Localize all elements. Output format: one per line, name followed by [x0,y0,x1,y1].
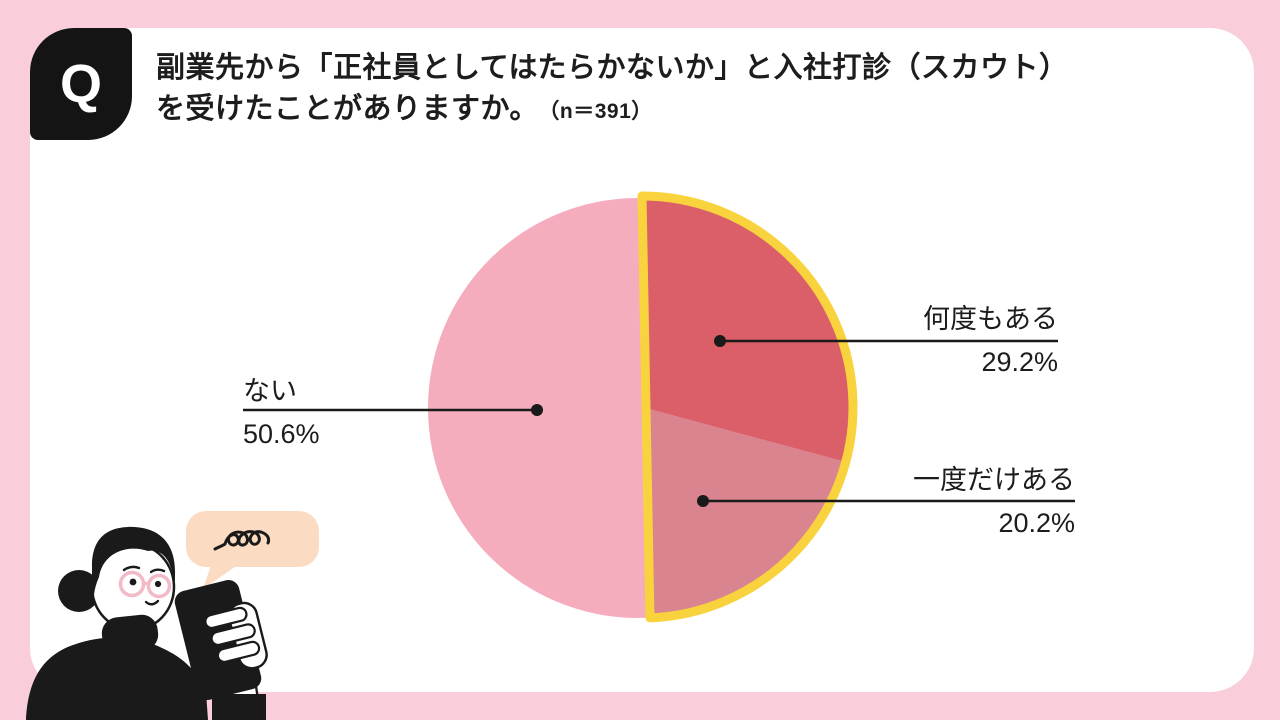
speech-bubble [186,511,319,589]
label-nandomo-pct: 29.2% [981,347,1058,377]
speech-bubble-shape [186,511,319,567]
leader-lines-group [243,339,1075,503]
question-badge-letter: Q [59,54,102,114]
leader-dot-ichido [697,495,709,507]
label-nandomo-aru: 何度もある 29.2% [923,303,1058,379]
label-ichido-name: 一度だけある [913,465,1075,495]
finger-3 [216,640,261,664]
label-nandomo-name: 何度もある [923,304,1058,334]
pie-slice-1 [642,407,846,618]
glasses-bridge [143,581,149,586]
scribble-icon [213,530,271,551]
highlight-outline [637,191,858,623]
right-eyebrow [149,568,166,574]
right-eye [154,580,162,588]
finger-2 [210,623,256,647]
body [26,637,208,720]
glasses-right-lens [146,573,172,599]
sleeve-cuff [212,694,266,720]
question-badge: Q [30,28,132,140]
smile [144,599,160,606]
question-line1: 副業先から「正社員としてはたらかないか」と入社打診（スカウト） [156,52,1069,84]
label-ichido-pct: 20.2% [998,508,1075,538]
left-eyebrow [122,565,141,572]
hair [92,526,176,597]
leader-dots-group [531,335,726,507]
left-eye [129,578,137,586]
leader-dot-nai [531,404,543,416]
sample-size-note: （n＝391） [548,100,653,123]
label-nai-pct: 50.6% [243,419,320,449]
question-line2: を受けたことがありますか。 （n＝391） [156,89,1226,132]
label-nai: ない 50.6% [243,375,320,451]
leader-dot-nandomo [714,335,726,347]
finger-1 [204,606,248,630]
label-ichido-dake-aru: 一度だけある 20.2% [913,464,1075,540]
person-illustration [26,526,268,720]
pie-slices-group [642,196,853,618]
question-title: 副業先から「正社員としてはたらかないか」と入社打診（スカウト） を受けたことがあ… [156,48,1226,132]
speech-bubble-tail [203,562,242,589]
phone-hand-group [174,580,268,700]
question-line2-text: を受けたことがありますか。 [156,93,539,125]
label-nai-name: ない [243,376,297,406]
glasses-icon [118,570,172,599]
pie-slice-0 [642,196,853,463]
hair-bun [58,570,100,612]
